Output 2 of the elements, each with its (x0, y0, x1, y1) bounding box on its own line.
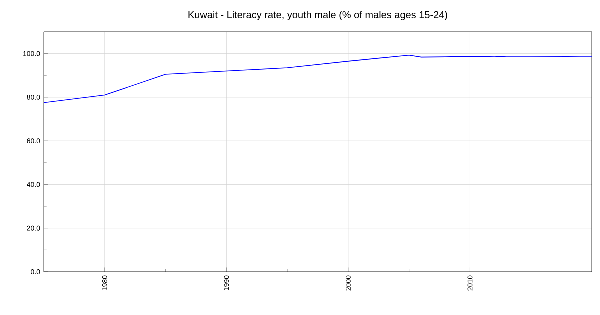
line-series (44, 54, 592, 104)
chart-title: Kuwait - Literacy rate, youth male (% of males ages 15-24) (188, 11, 448, 20)
